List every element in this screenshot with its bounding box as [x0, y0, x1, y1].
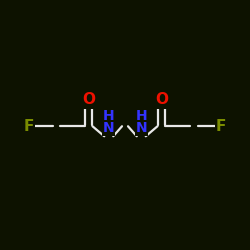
Text: F: F	[24, 119, 34, 134]
Text: O: O	[155, 92, 168, 108]
Text: H
N: H N	[136, 109, 147, 135]
Text: O: O	[82, 92, 95, 108]
Text: F: F	[216, 119, 226, 134]
Text: H
N: H N	[103, 109, 115, 135]
